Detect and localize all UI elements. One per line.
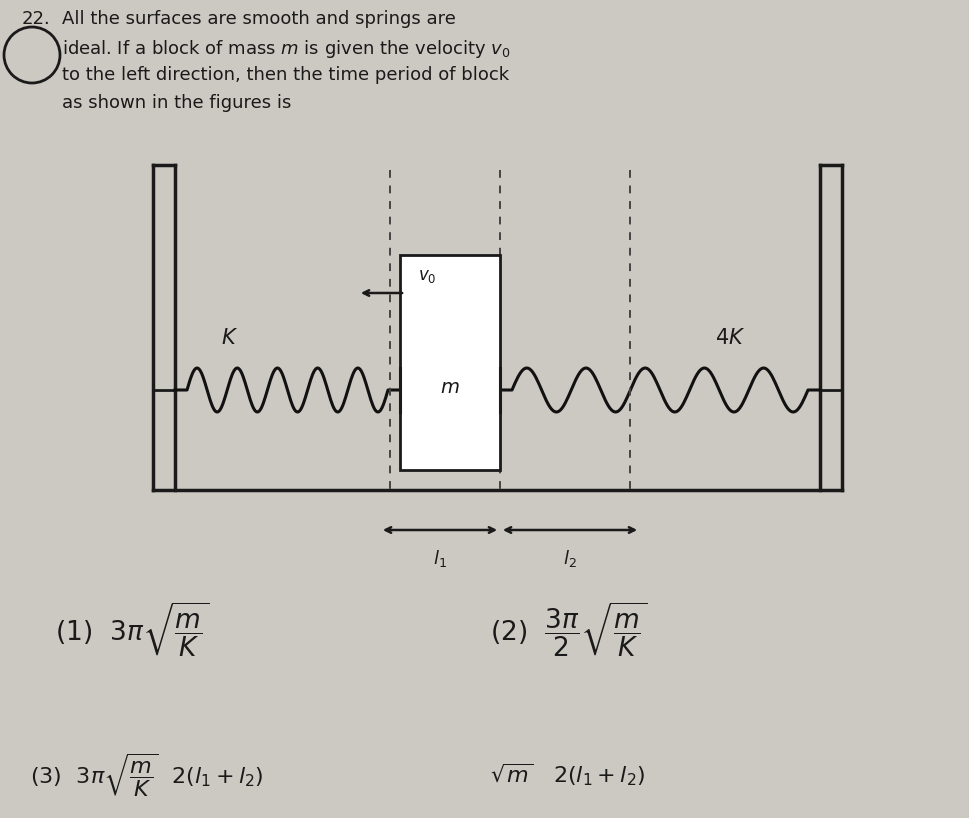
Text: 22.: 22.	[22, 10, 50, 28]
Bar	[399, 255, 499, 470]
Text: to the left direction, then the time period of block: to the left direction, then the time per…	[62, 66, 509, 84]
Text: as shown in the figures is: as shown in the figures is	[62, 94, 291, 112]
Text: ideal. If a block of mass $m$ is given the velocity $v_0$: ideal. If a block of mass $m$ is given t…	[62, 38, 510, 60]
Text: $v_0$: $v_0$	[418, 267, 436, 285]
Text: $(2)\ \ \dfrac{3\pi}{2}\sqrt{\dfrac{m}{K}}$: $(2)\ \ \dfrac{3\pi}{2}\sqrt{\dfrac{m}{K…	[489, 600, 646, 659]
Text: $(1)\ \ 3\pi\sqrt{\dfrac{m}{K}}$: $(1)\ \ 3\pi\sqrt{\dfrac{m}{K}}$	[55, 600, 209, 659]
Text: $K$: $K$	[221, 328, 238, 348]
Text: $\sqrt{m}\ \ \ 2(l_1+l_2)$: $\sqrt{m}\ \ \ 2(l_1+l_2)$	[489, 762, 644, 789]
Text: $(3)\ \ 3\pi\sqrt{\dfrac{m}{K}}\ \ 2(l_1+l_2)$: $(3)\ \ 3\pi\sqrt{\dfrac{m}{K}}\ \ 2(l_1…	[30, 752, 264, 798]
Text: All the surfaces are smooth and springs are: All the surfaces are smooth and springs …	[62, 10, 455, 28]
Text: $m$: $m$	[440, 378, 459, 397]
Text: $l_2$: $l_2$	[563, 548, 577, 569]
Text: $l_1$: $l_1$	[432, 548, 447, 569]
Text: $4K$: $4K$	[714, 328, 744, 348]
